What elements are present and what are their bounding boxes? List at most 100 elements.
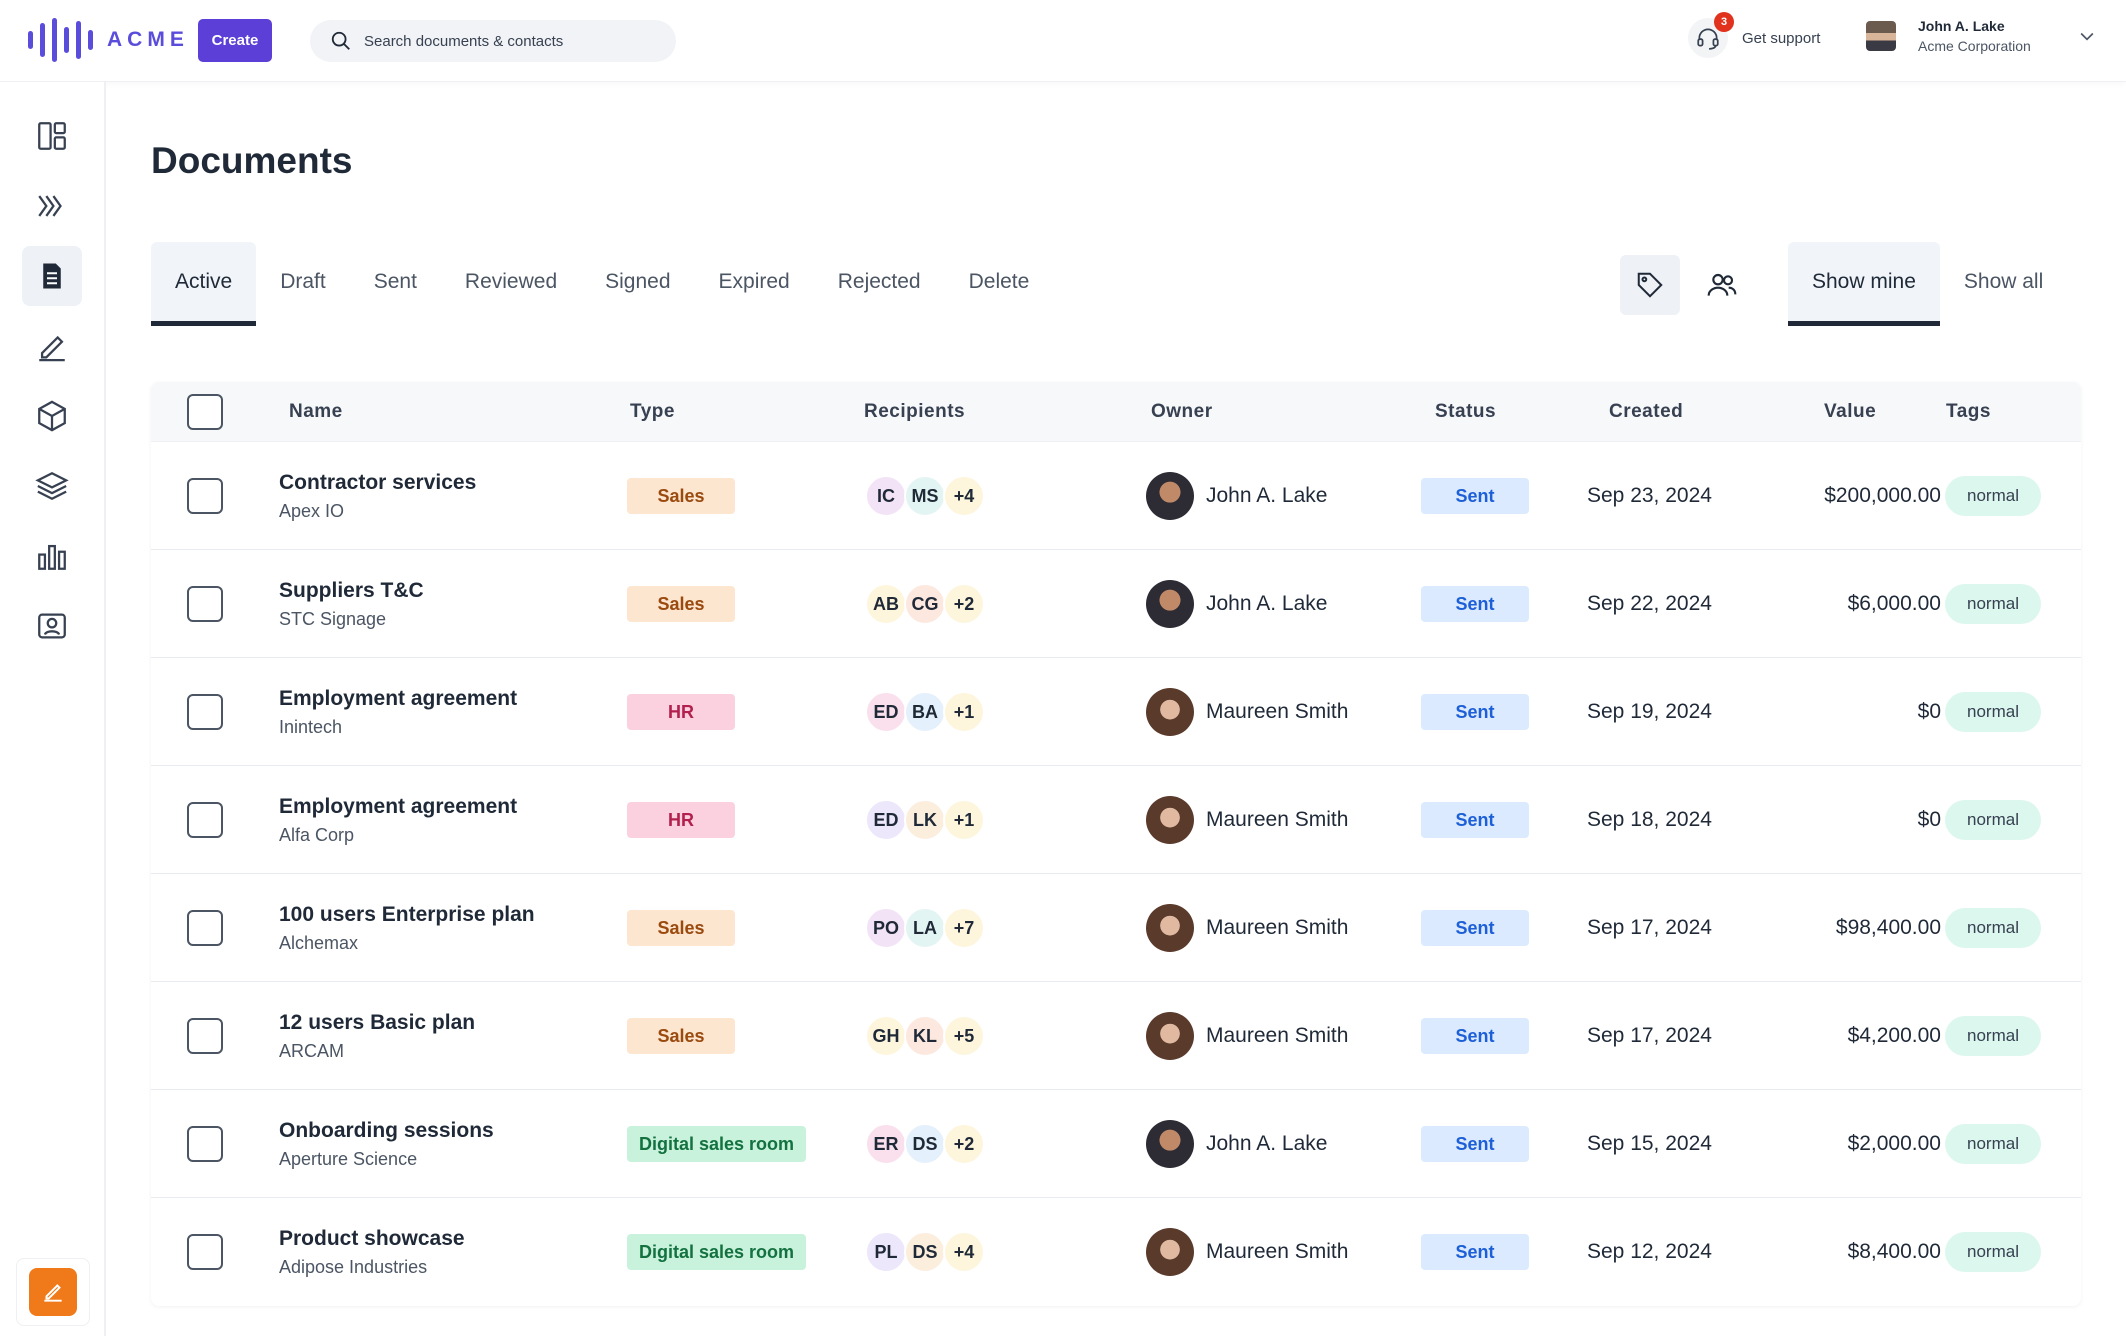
tag-badge[interactable]: normal (1945, 1124, 2041, 1164)
tag-badge[interactable]: normal (1945, 1232, 2041, 1272)
sidebar-item-templates[interactable] (22, 456, 82, 516)
tag-badge[interactable]: normal (1945, 692, 2041, 732)
row-checkbox[interactable] (187, 802, 223, 838)
create-button[interactable]: Create (198, 19, 272, 62)
more-recipients-badge[interactable]: +7 (943, 907, 985, 949)
name-cell[interactable]: 100 users Enterprise plan Alchemax (279, 874, 535, 982)
filter-tags-button[interactable] (1620, 255, 1680, 315)
tag-badge[interactable]: normal (1945, 1016, 2041, 1056)
tag-badge[interactable]: normal (1945, 476, 2041, 516)
recipient-avatar[interactable]: ER (865, 1123, 907, 1165)
tag-badge[interactable]: normal (1945, 800, 2041, 840)
row-checkbox[interactable] (187, 1234, 223, 1270)
recipients-cell[interactable]: IC MS +4 (865, 442, 985, 550)
chevron-down-icon[interactable] (2077, 26, 2097, 46)
column-status[interactable]: Status (1435, 401, 1497, 422)
tab-active[interactable]: Active (151, 242, 257, 326)
tab-show-all[interactable]: Show all (1963, 269, 2044, 293)
recipient-avatar[interactable]: ED (865, 691, 907, 733)
recipients-cell[interactable]: ED LK +1 (865, 766, 985, 874)
tag-badge[interactable]: normal (1945, 584, 2041, 624)
document-name[interactable]: 100 users Enterprise plan (279, 902, 535, 926)
table-row[interactable]: Employment agreement Alfa Corp HR ED LK +1 Mau… (151, 766, 2081, 874)
get-support-button[interactable]: 3 Get support (1688, 12, 1820, 58)
document-name[interactable]: Contractor services (279, 470, 477, 494)
tag-badge[interactable]: normal (1945, 908, 2041, 948)
row-checkbox[interactable] (187, 1126, 223, 1162)
row-checkbox[interactable] (187, 586, 223, 622)
recipient-avatar[interactable]: DS (904, 1123, 946, 1165)
name-cell[interactable]: Suppliers T&C STC Signage (279, 550, 424, 658)
name-cell[interactable]: Employment agreement Alfa Corp (279, 766, 517, 874)
recipient-avatar[interactable]: AB (865, 583, 907, 625)
table-row[interactable]: Contractor services Apex IO Sales IC MS +4 Joh… (151, 442, 2081, 550)
recipient-avatar[interactable]: IC (865, 475, 907, 517)
recipient-avatar[interactable]: PL (865, 1231, 907, 1273)
tab-sent[interactable]: Sent (373, 269, 417, 293)
quick-sign-button[interactable] (16, 1258, 90, 1326)
recipients-cell[interactable]: AB CG +2 (865, 550, 985, 658)
recipient-avatar[interactable]: PO (865, 907, 907, 949)
tab-draft[interactable]: Draft (280, 269, 326, 293)
recipients-cell[interactable]: PO LA +7 (865, 874, 985, 982)
row-checkbox[interactable] (187, 694, 223, 730)
row-checkbox[interactable] (187, 910, 223, 946)
recipients-cell[interactable]: GH KL +5 (865, 982, 985, 1090)
recipients-cell[interactable]: ED BA +1 (865, 658, 985, 766)
column-owner[interactable]: Owner (1151, 401, 1213, 422)
acme-logo[interactable]: ACME (28, 18, 189, 62)
column-created[interactable]: Created (1609, 401, 1684, 422)
document-name[interactable]: Employment agreement (279, 686, 518, 710)
more-recipients-badge[interactable]: +2 (943, 583, 985, 625)
table-row[interactable]: Product showcase Adipose Industries Digita… (151, 1198, 2081, 1306)
sidebar-item-sign[interactable] (22, 316, 82, 376)
recipient-avatar[interactable]: GH (865, 1015, 907, 1057)
more-recipients-badge[interactable]: +1 (943, 799, 985, 841)
more-recipients-badge[interactable]: +4 (943, 1231, 985, 1273)
recipient-avatar[interactable]: DS (904, 1231, 946, 1273)
sidebar-item-documents[interactable] (22, 246, 82, 306)
more-recipients-badge[interactable]: +5 (943, 1015, 985, 1057)
more-recipients-badge[interactable]: +2 (943, 1123, 985, 1165)
sidebar-item-products[interactable] (22, 386, 82, 446)
name-cell[interactable]: Onboarding sessions Aperture Science (279, 1090, 494, 1198)
column-recipients[interactable]: Recipients (864, 401, 966, 422)
tab-rejected[interactable]: Rejected (837, 269, 921, 293)
name-cell[interactable]: Employment agreement Inintech (279, 658, 517, 766)
document-name[interactable]: Product showcase (279, 1226, 465, 1250)
tab-delete[interactable]: Delete (968, 269, 1030, 293)
recipient-avatar[interactable]: ED (865, 799, 907, 841)
document-name[interactable]: 12 users Basic plan (279, 1010, 476, 1034)
more-recipients-badge[interactable]: +4 (943, 475, 985, 517)
column-type[interactable]: Type (630, 401, 675, 422)
name-cell[interactable]: 12 users Basic plan ARCAM (279, 982, 475, 1090)
name-cell[interactable]: Contractor services Apex IO (279, 442, 476, 550)
table-row[interactable]: 12 users Basic plan ARCAM Sales GH KL +5 Maure… (151, 982, 2081, 1090)
tab-expired[interactable]: Expired (718, 269, 790, 293)
recipients-cell[interactable]: PL DS +4 (865, 1198, 985, 1306)
search-input[interactable]: Search documents & contacts (310, 20, 676, 62)
recipients-cell[interactable]: ER DS +2 (865, 1090, 985, 1198)
recipient-avatar[interactable]: MS (904, 475, 946, 517)
column-tags[interactable]: Tags (1946, 401, 1991, 422)
row-checkbox[interactable] (187, 1018, 223, 1054)
sidebar-item-pipeline[interactable] (22, 176, 82, 236)
recipient-avatar[interactable]: CG (904, 583, 946, 625)
name-cell[interactable]: Product showcase Adipose Industries (279, 1198, 465, 1306)
table-row[interactable]: Onboarding sessions Aperture Science Digit… (151, 1090, 2081, 1198)
recipient-avatar[interactable]: BA (904, 691, 946, 733)
sidebar-item-reports[interactable] (22, 526, 82, 586)
user-menu[interactable]: John A. Lake Acme Corporation (1866, 18, 2097, 54)
tab-signed[interactable]: Signed (605, 269, 671, 293)
row-checkbox[interactable] (187, 478, 223, 514)
recipient-avatar[interactable]: KL (904, 1015, 946, 1057)
column-value[interactable]: Value (1824, 401, 1877, 422)
sidebar-item-contacts[interactable] (22, 596, 82, 656)
sidebar-item-dashboard[interactable] (22, 106, 82, 166)
tab-show-mine[interactable]: Show mine (1788, 242, 1940, 326)
document-name[interactable]: Onboarding sessions (279, 1118, 494, 1142)
recipient-avatar[interactable]: LA (904, 907, 946, 949)
filter-people-button[interactable] (1692, 255, 1752, 315)
recipient-avatar[interactable]: LK (904, 799, 946, 841)
document-name[interactable]: Suppliers T&C (279, 578, 424, 602)
